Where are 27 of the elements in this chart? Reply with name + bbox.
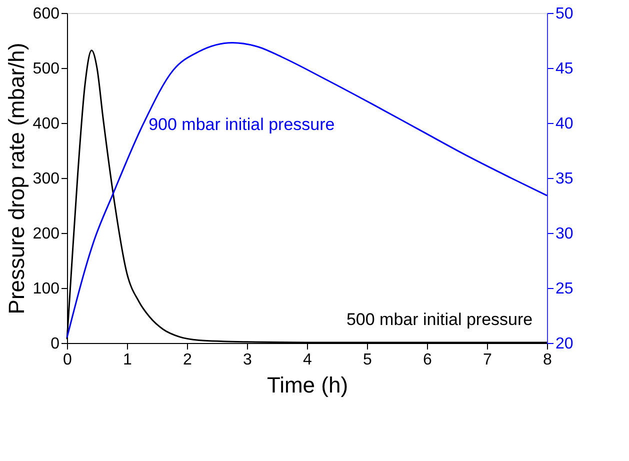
y-tick-label: 500 (32, 60, 60, 78)
y2-tick-label: 30 (556, 226, 574, 242)
x-tick-label: 4 (303, 352, 312, 368)
series-label: 900 mbar initial pressure (148, 115, 335, 134)
y2-tick-label: 35 (556, 170, 574, 188)
x-tick-label: 5 (363, 352, 372, 368)
y2-tick-label: 40 (556, 116, 574, 132)
y-tick-label: 400 (32, 116, 60, 132)
series-label: 500 mbar initial pressure (346, 310, 533, 329)
y-tick-label: 600 (32, 6, 60, 22)
x-tick-label: 0 (63, 352, 72, 368)
y-tick-label: 100 (32, 280, 60, 298)
y2-tick-label: 50 (556, 6, 574, 22)
x-tick-label: 2 (183, 352, 192, 368)
y-tick-label: 0 (50, 336, 60, 352)
x-tick-label: 8 (543, 352, 552, 368)
y2-tick-label: 25 (556, 280, 574, 298)
x-tick-label: 3 (243, 352, 252, 368)
y-tick-label: 200 (32, 226, 60, 242)
y2-tick-label: 20 (556, 336, 574, 352)
x-tick-label: 1 (123, 352, 132, 368)
y2-tick-label: 45 (556, 60, 574, 78)
y-tick-label: 300 (32, 170, 60, 188)
x-axis-title: Time (h) (266, 372, 348, 398)
x-tick-label: 7 (483, 352, 492, 368)
x-tick-label: 6 (423, 352, 432, 368)
y-axis-title: Pressure drop rate (mbar/h) (4, 42, 29, 314)
